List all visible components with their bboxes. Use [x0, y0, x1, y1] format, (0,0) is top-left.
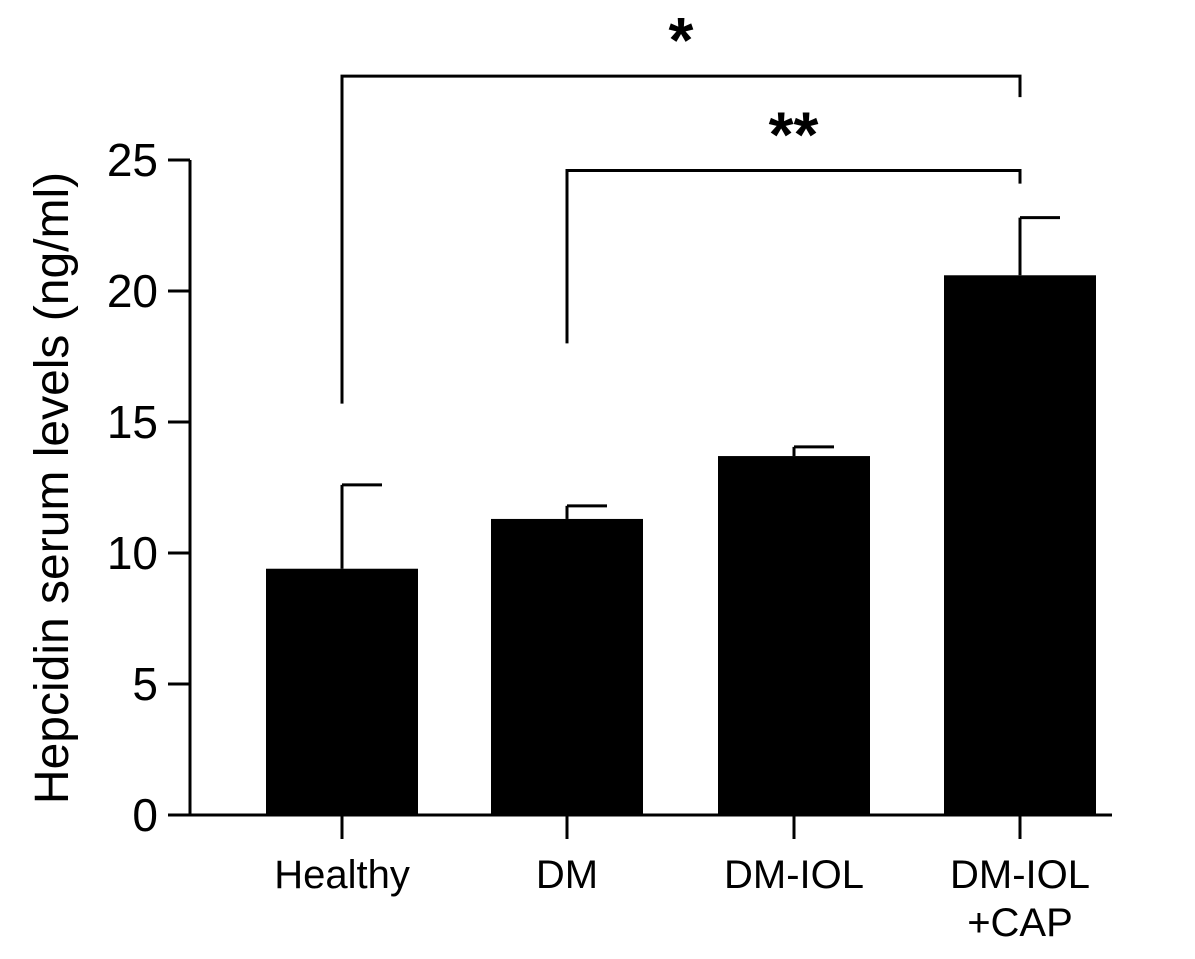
bar — [944, 275, 1096, 815]
y-tick-label: 15 — [107, 396, 158, 448]
significance-label: * — [669, 4, 694, 76]
x-tick-label-line: Healthy — [274, 853, 410, 897]
bars — [266, 275, 1096, 815]
x-tick-label: DM-IOL +CAP — [950, 853, 1090, 945]
x-tick-label-line: DM-IOL — [724, 853, 864, 897]
error-bars — [340, 216, 1060, 569]
x-tick-label: Healthy — [274, 853, 410, 897]
significance-brackets: *** — [340, 4, 1022, 404]
y-axis-title: Hepcidin serum levels (ng/ml) — [26, 172, 79, 804]
x-tick-label: DM-IOL — [724, 853, 864, 897]
x-tick-label-line: DM-IOL — [950, 853, 1090, 897]
y-tick-label: 20 — [107, 265, 158, 317]
y-tick-label: 10 — [107, 527, 158, 579]
significance-bracket — [340, 74, 1022, 404]
bar — [718, 456, 870, 815]
significance-label: ** — [769, 98, 819, 170]
significance-bracket — [565, 168, 1022, 344]
x-tick-label-line: DM — [536, 853, 598, 897]
y-tick-label: 5 — [132, 658, 158, 710]
x-ticks: Healthy DM DM-IOL DM-IOL +CAP — [274, 815, 1090, 945]
y-tick-label: 25 — [107, 134, 158, 186]
y-ticks: 0 5 10 15 20 25 — [107, 134, 190, 841]
y-tick-label: 0 — [132, 789, 158, 841]
bar — [266, 568, 418, 815]
x-tick-label-line: +CAP — [967, 901, 1073, 945]
x-tick-label: DM — [536, 853, 598, 897]
bar — [491, 518, 643, 815]
